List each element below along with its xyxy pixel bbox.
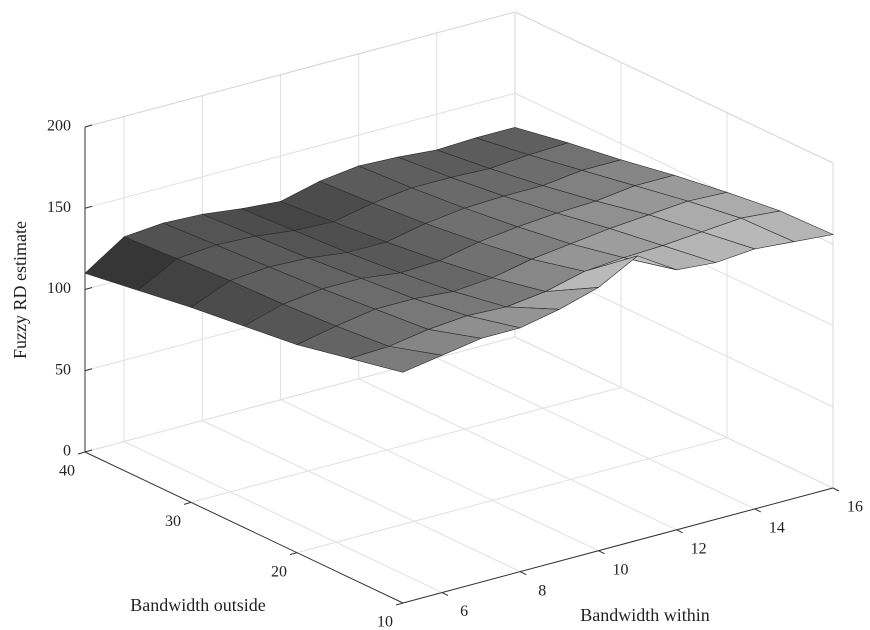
z-tick-label: 100 — [47, 280, 71, 297]
x-tick — [598, 550, 605, 555]
y-tick-label: 30 — [165, 513, 181, 530]
y-tick — [289, 552, 298, 556]
grid-line — [123, 441, 443, 593]
y-tick — [183, 501, 192, 505]
x-tick-label: 8 — [538, 582, 546, 599]
z-tick — [84, 449, 93, 453]
box-edge — [84, 11, 516, 128]
grid-line — [190, 386, 622, 503]
x-tick-label: 12 — [691, 540, 707, 557]
grid-line — [280, 399, 599, 552]
x-tick-label: 14 — [769, 520, 785, 537]
y-tick — [395, 602, 404, 606]
z-tick-label: 0 — [63, 443, 71, 460]
y-tick — [77, 451, 86, 455]
z-tick-label: 50 — [55, 361, 71, 378]
z-tick — [84, 368, 93, 372]
grid-line — [358, 378, 677, 531]
z-tick — [84, 124, 93, 128]
grid-line — [202, 420, 521, 573]
y-axis — [84, 451, 404, 604]
x-tick — [676, 529, 683, 534]
x-tick — [832, 487, 840, 492]
x-tick-label: 6 — [460, 603, 468, 620]
surface-patch — [348, 346, 444, 373]
z-tick — [84, 205, 93, 209]
x-axis-label: Bandwidth within — [580, 605, 710, 625]
z-tick-label: 200 — [47, 118, 71, 135]
x-tick-label: 10 — [612, 561, 628, 578]
y-tick-label: 40 — [59, 463, 75, 480]
grid-line — [84, 92, 516, 209]
x-tick — [441, 592, 449, 596]
grid-line — [84, 336, 516, 453]
x-tick — [754, 508, 762, 513]
x-tick — [520, 571, 527, 576]
grid-line — [514, 336, 834, 489]
x-axis — [402, 487, 834, 604]
y-tick-label: 20 — [271, 563, 287, 580]
y-tick-label: 10 — [377, 614, 393, 630]
z-tick-label: 150 — [47, 199, 71, 216]
x-tick-label: 16 — [847, 499, 863, 516]
box-edge — [514, 11, 834, 164]
grid-line — [296, 437, 728, 554]
z-tick — [84, 287, 93, 290]
y-axis-label: Bandwidth outside — [130, 595, 266, 615]
z-axis-label: Fuzzy RD estimate — [10, 221, 30, 359]
grid-line — [436, 357, 756, 510]
